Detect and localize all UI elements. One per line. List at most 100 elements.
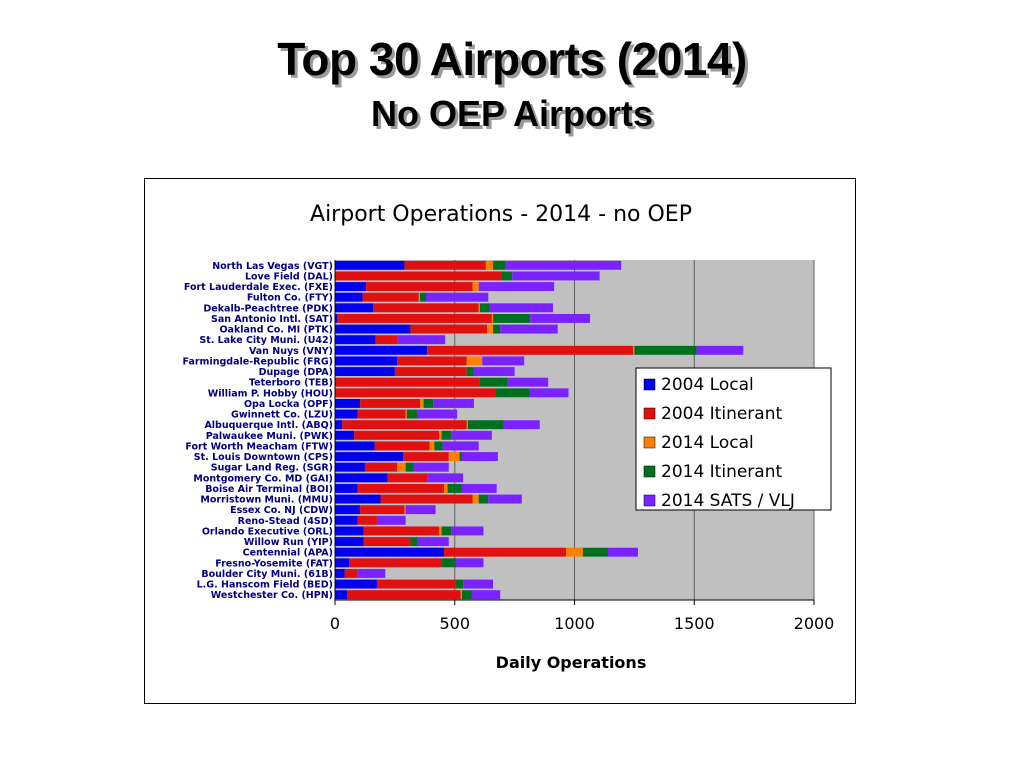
bar-segment (360, 505, 405, 515)
legend-swatch (643, 494, 656, 507)
bar-segment (335, 303, 374, 313)
bar-segment (362, 292, 419, 302)
bar-segment (335, 462, 365, 472)
bar-segment (335, 324, 411, 334)
bar-segment (459, 452, 462, 462)
bar-segment (460, 590, 462, 600)
bar-segment (528, 388, 569, 398)
category-label: Oakland Co. MI (PTK) (219, 325, 333, 336)
airport-operations-chart: Airport Operations - 2014 - no OEP North… (183, 202, 835, 672)
bar-segment (466, 420, 468, 430)
bar-segment (512, 271, 600, 281)
bar-segment (461, 590, 472, 600)
x-tick-label: 2000 (794, 614, 835, 633)
bar-segment (441, 526, 452, 536)
category-label: Essex Co. NJ (CDW) (230, 505, 333, 516)
bar-segment (433, 398, 474, 408)
category-label: Boise Air Terminal (BOI) (205, 484, 333, 495)
bar-segment (505, 260, 622, 270)
bar-segment (448, 452, 460, 462)
bar-segment (406, 409, 418, 419)
category-label: Morristown Muni. (MMU) (200, 495, 333, 506)
category-label: Centennial (APA) (243, 548, 333, 559)
bar-segment (335, 367, 395, 377)
bar-segment (344, 568, 358, 578)
bar-segment (404, 260, 486, 270)
bar-segment (335, 483, 358, 493)
bar-segment (337, 313, 492, 323)
bar-segment (423, 398, 434, 408)
bar-segment (429, 441, 435, 451)
bar-segment (441, 558, 456, 568)
bar-segment (439, 430, 442, 440)
legend: 2004 Local 2004 Itinerant 2014 Local 2014 I… (635, 367, 832, 511)
bar-segment (366, 282, 473, 292)
bar-segment (493, 313, 531, 323)
category-label: Albuquerque Intl. (ABQ) (204, 420, 333, 431)
category-label: Opa Locka (OPF) (244, 399, 333, 410)
bar-segment (463, 579, 494, 589)
bar-segment (633, 345, 635, 355)
x-tick-label: 1000 (554, 614, 595, 633)
category-label: Fresno-Yosemite (FAT) (215, 558, 333, 569)
bar-segment (487, 324, 494, 334)
category-label: Dekalb-Peachtree (PDK) (203, 303, 333, 314)
bar-segment (455, 558, 484, 568)
bar-segment (696, 345, 744, 355)
bar-segment (335, 579, 377, 589)
bar-segment (417, 409, 458, 419)
category-label: Willow Run (YIP) (244, 537, 333, 548)
bar-segment (478, 494, 489, 504)
bar-segment (375, 335, 398, 345)
bar-segment (397, 356, 467, 366)
bar-segment (360, 398, 421, 408)
category-label: North Las Vegas (VGT) (212, 261, 333, 272)
bar-segment (335, 494, 381, 504)
slide-title: Top 30 Airports (2014) (277, 33, 747, 85)
bar-segment (335, 260, 405, 270)
category-label: Reno-Stead (4SD) (238, 516, 333, 527)
category-label: Montgomery Co. MD (GAI) (193, 473, 333, 484)
bar-segment (357, 409, 406, 419)
bar-segment (441, 430, 452, 440)
bar-segment (417, 537, 449, 547)
bar-segment (491, 313, 494, 323)
bar-segment (479, 303, 490, 313)
bar-segment (461, 483, 497, 493)
bar-segment (335, 271, 502, 281)
bar-segment (427, 473, 464, 483)
bar-segment (466, 367, 474, 377)
bar-segment (488, 494, 522, 504)
category-label: Dupage (DPA) (259, 367, 333, 378)
category-label: Boulder City Muni. (61B) (201, 569, 333, 580)
bar-segment (503, 420, 540, 430)
category-label: St. Lake City Muni. (U42) (199, 335, 333, 346)
bar-segment (418, 292, 421, 302)
bar-segment (374, 441, 430, 451)
category-label: Orlando Executive (ORL) (202, 526, 333, 537)
bar-segment (335, 568, 345, 578)
bar-segment (443, 547, 567, 557)
bar-segment (342, 420, 467, 430)
bar-segment (376, 579, 456, 589)
bar-segment (335, 409, 358, 419)
category-label: Fulton Co. (FTY) (247, 293, 333, 304)
bar-segment (354, 430, 440, 440)
bar-segment (478, 282, 555, 292)
legend-swatch (643, 407, 656, 420)
category-label: Sugar Land Reg. (SGR) (211, 463, 333, 474)
bar-segment (335, 590, 347, 600)
bar-segment (495, 388, 529, 398)
bar-segment (566, 547, 583, 557)
bar-segment (582, 547, 609, 557)
bar-segment (335, 420, 343, 430)
bar-segment (335, 345, 428, 355)
bar-segment (335, 313, 338, 323)
bar-segment (335, 537, 364, 547)
bar-segment (451, 526, 484, 536)
x-tick-label: 500 (439, 614, 470, 633)
bar-segment (335, 377, 480, 387)
bar-segment (426, 292, 489, 302)
bar-segment (473, 367, 515, 377)
bar-segment (335, 282, 367, 292)
